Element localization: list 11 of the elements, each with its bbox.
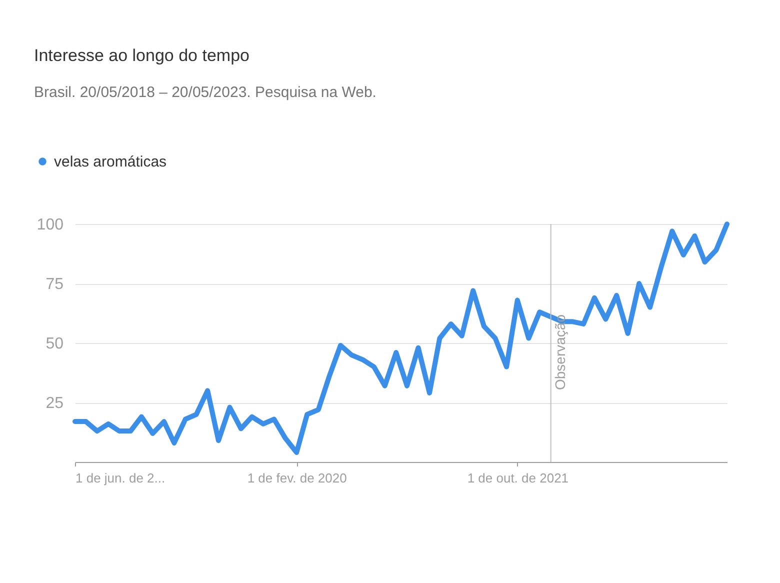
ref-line-label: Observação [552, 314, 568, 390]
y-tick-label: 50 [46, 336, 64, 352]
y-tick-label: 25 [46, 395, 64, 412]
y-tick-label: 75 [46, 276, 64, 293]
chart-title: Interesse ao longo do tempo [34, 46, 250, 65]
y-tick-label: 100 [36, 216, 64, 234]
x-tick-label: 1 de fev. de 2020 [247, 470, 347, 486]
x-tick-label: 1 de jun. de 2... [76, 470, 166, 486]
chart-subtitle: Brasil. 20/05/2018 – 20/05/2023. Pesquisa na Web. [34, 84, 376, 101]
x-tick-label: 1 de out. de 2021 [467, 470, 569, 486]
legend-label: velas aromáticas [54, 154, 167, 170]
